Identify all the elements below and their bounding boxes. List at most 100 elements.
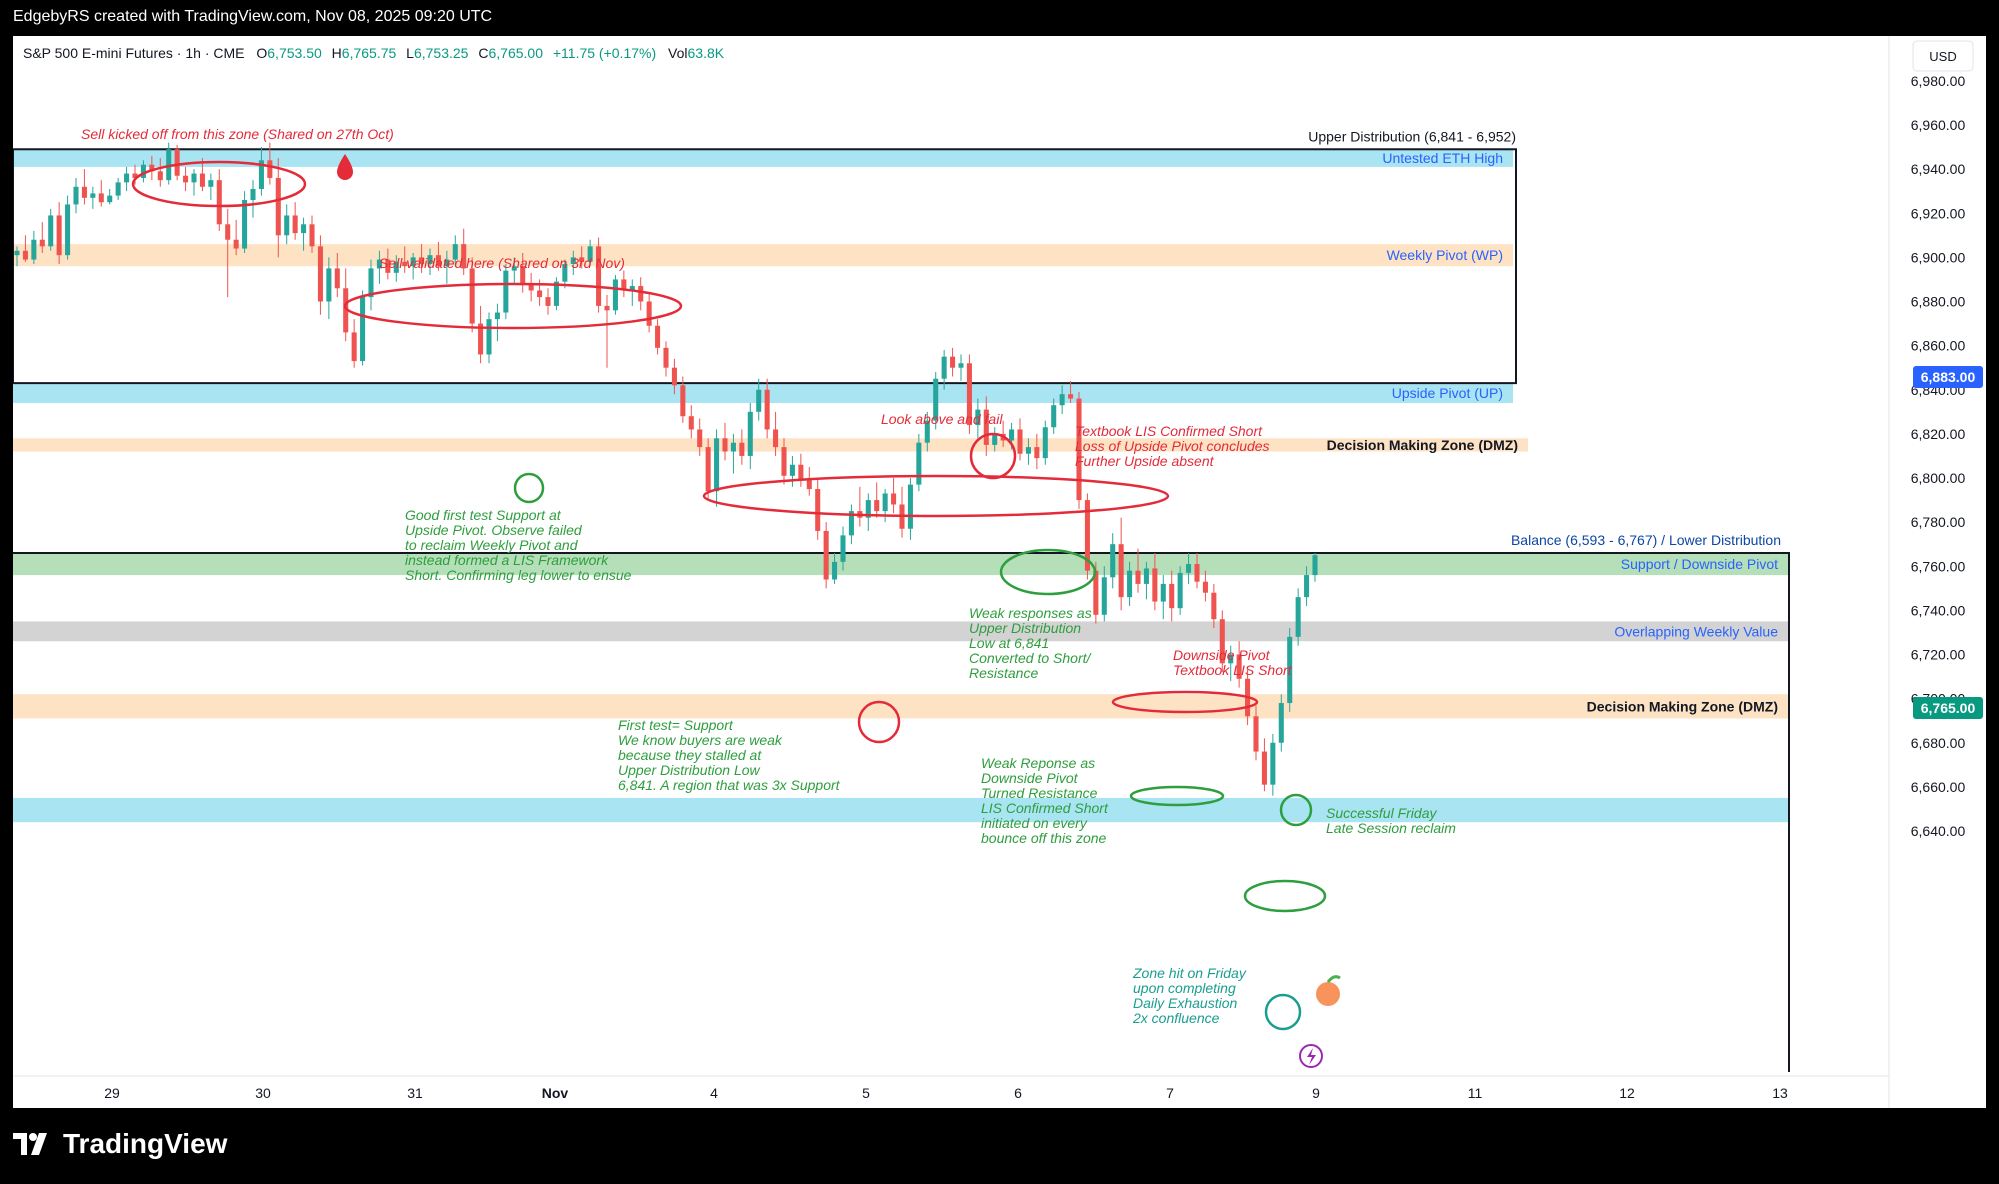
chart-panel: Untested ETH High Weekly Pivot (WP) Upside… (13, 36, 1986, 1108)
candle-body (773, 429, 779, 448)
candle (73, 177, 79, 214)
candle (916, 433, 922, 492)
candle (511, 257, 517, 284)
candle-body (309, 224, 315, 247)
candle (579, 246, 585, 269)
candle-body (1304, 575, 1310, 598)
candle-body (840, 535, 846, 562)
price-tick-label: 6,920.00 (1911, 205, 1966, 221)
candle-body (1034, 447, 1040, 459)
candle (1051, 398, 1057, 434)
time-tick-label: Nov (542, 1085, 569, 1101)
candle-body (1228, 654, 1234, 664)
candle-body (688, 416, 694, 430)
currency-button[interactable] (1912, 40, 1974, 72)
candle (402, 246, 408, 273)
candle (1287, 628, 1293, 712)
candle-body (14, 250, 20, 256)
candle (950, 347, 956, 377)
candle-body (1278, 703, 1284, 743)
candle-body (419, 257, 425, 264)
candle-body (1270, 742, 1276, 785)
time-tick-label: 5 (862, 1085, 870, 1101)
candle-body (486, 319, 492, 355)
candle (663, 341, 669, 377)
candle (764, 378, 770, 439)
candle (865, 493, 871, 531)
candle-body (115, 182, 121, 196)
zone-label: Decision Making Zone (DMZ) (1327, 437, 1518, 453)
candle-body (604, 305, 610, 311)
candle (1261, 738, 1267, 792)
candle (587, 239, 593, 267)
price-tick-label: 6,980.00 (1911, 73, 1966, 89)
annotation-line: 6,841. A region that was 3x Support (618, 777, 841, 793)
candle (966, 354, 972, 434)
annotation-line: Loss of Upside Pivot concludes (1075, 438, 1270, 454)
candle-body (1076, 398, 1082, 501)
candle (1186, 553, 1192, 584)
tradingview-brand[interactable]: TradingView (13, 1128, 227, 1160)
candle (393, 255, 399, 282)
candle-body (1093, 570, 1099, 615)
tradingview-logo-icon (13, 1131, 53, 1157)
annotation-line: bounce off this zone (981, 830, 1107, 846)
candle (1194, 553, 1200, 589)
candle (671, 358, 677, 395)
candle (174, 144, 180, 181)
good-first-test-label: Good first test Support at Upside Pivot. … (405, 507, 632, 583)
candle (242, 191, 248, 253)
candle-body (410, 257, 416, 267)
open-value: 6,753.50 (267, 45, 322, 61)
candle-body (140, 164, 146, 178)
candle-body (334, 268, 340, 289)
time-tick-label: 31 (407, 1085, 423, 1101)
candle-body (360, 297, 366, 362)
zone-label: Overlapping Weekly Value (1614, 623, 1778, 639)
price-tick-label: 6,960.00 (1911, 117, 1966, 133)
price-tick-label: 6,940.00 (1911, 161, 1966, 177)
candle-body (739, 442, 745, 456)
candle (1042, 420, 1048, 465)
candle-body (596, 246, 602, 306)
annotation-line: Zone hit on Friday (1132, 965, 1247, 981)
candle-body (924, 420, 930, 443)
price-axis[interactable]: 6,640.006,660.006,680.006,700.006,720.00… (1911, 73, 1966, 839)
candle (907, 478, 913, 540)
candle (621, 270, 627, 298)
candle-body (1059, 394, 1065, 406)
candle-body (385, 259, 391, 273)
candle (275, 158, 281, 258)
candles-layer (14, 142, 1318, 796)
zones-layer: Untested ETH High Weekly Pivot (WP) Upside… (13, 149, 1788, 823)
candle (444, 250, 450, 284)
candle (789, 455, 795, 487)
annotation-line: Downside Pivot (981, 770, 1079, 786)
candle (1295, 588, 1301, 646)
annotation-line: Good first test Support at (405, 507, 562, 523)
candle-body (1143, 568, 1149, 584)
candle-body (284, 215, 290, 236)
candle-body (1211, 592, 1217, 620)
candle-body (865, 500, 871, 518)
candle (604, 294, 610, 368)
price-chart[interactable]: Untested ETH High Weekly Pivot (WP) Upside… (13, 36, 1986, 1108)
candle-body (579, 257, 585, 262)
candle-body (351, 332, 357, 362)
annotation-line: Upside Pivot. Observe failed (405, 522, 583, 538)
time-axis[interactable]: 29 30 31 Nov 4 5 6 7 9 11 12 13 (104, 1085, 1788, 1101)
candle (461, 228, 467, 276)
candle-body (891, 493, 897, 505)
price-tick-label: 6,820.00 (1911, 426, 1966, 442)
time-tick-label: 30 (255, 1085, 271, 1101)
candle (545, 288, 551, 315)
annotation-line: Short. Confirming leg lower to ensue (405, 567, 632, 583)
last-price-badge (1913, 697, 1983, 719)
downside-pivot-ellipse (1111, 690, 1259, 714)
candle-body (916, 442, 922, 485)
candle-body (730, 442, 736, 452)
candle-body (98, 193, 104, 203)
candle-body (233, 239, 239, 249)
candle (149, 155, 155, 181)
candle-body (638, 286, 644, 302)
